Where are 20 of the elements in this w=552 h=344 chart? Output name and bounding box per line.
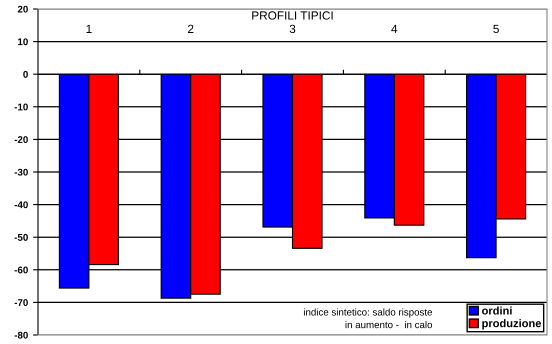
x-tick-label: 1 xyxy=(86,24,92,33)
y-tick-label: 20 xyxy=(18,6,28,13)
x-tick-label: 4 xyxy=(391,24,398,33)
y-tick-label: -30 xyxy=(14,168,28,176)
y-tick-label: -10 xyxy=(14,104,28,110)
y-tick-label: -40 xyxy=(14,201,28,208)
x-tick-label: 5 xyxy=(493,24,499,34)
x-axis-title: PROFILI TIPICI xyxy=(252,11,333,20)
x-tick-label: 3 xyxy=(290,24,296,34)
y-tick-label: 10 xyxy=(18,38,28,46)
y-tick-label: -70 xyxy=(14,299,28,306)
y-tick-label: -80 xyxy=(14,332,28,339)
y-tick-label: 0 xyxy=(23,70,28,78)
y-tick-label: -60 xyxy=(14,266,28,274)
x-tick-label: 2 xyxy=(188,24,194,33)
legend-label: produzione xyxy=(482,319,542,330)
legend-label: ordini xyxy=(482,306,512,315)
y-tick-label: -50 xyxy=(14,234,28,241)
annotation: indice sintetico: saldo risposte in aumento - in calo xyxy=(304,308,432,328)
y-tick-label: -20 xyxy=(14,136,28,144)
